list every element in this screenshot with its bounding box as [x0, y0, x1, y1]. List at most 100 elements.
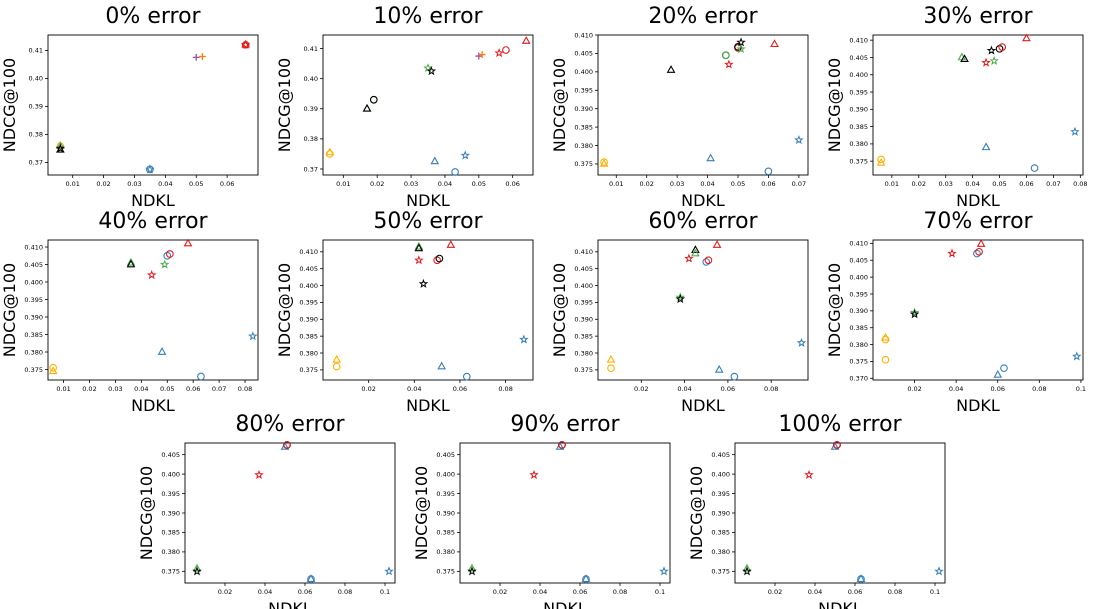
scatter-panel: 0% error 0.01 0.02 0.03 0.04 0.05 0.06 0.37 0.38…: [0, 4, 259, 210]
axes-frame: [872, 34, 1084, 176]
axes-frame: [322, 34, 534, 176]
y-tick-label: 0.370: [849, 375, 868, 383]
data-point-circle: [49, 363, 58, 372]
x-tick-label: 0.01: [56, 385, 70, 393]
y-tick-label: 0.405: [849, 54, 868, 62]
panel-title: 90% error: [510, 412, 620, 437]
y-tick-label: 0.380: [436, 548, 455, 556]
x-tick-label: 0.04: [965, 180, 979, 188]
y-tick-label: 0.390: [299, 316, 318, 324]
y-tick-label: 0.400: [574, 282, 593, 290]
data-point-star: [519, 334, 529, 344]
data-point-triangle: [706, 153, 715, 162]
x-tick-label: 0.05: [472, 180, 486, 188]
data-point-star: [146, 269, 157, 280]
data-point-star: [947, 248, 957, 258]
x-axis-label: NDKL: [131, 396, 175, 415]
data-point-circle: [764, 167, 773, 176]
scatter-panel: 30% error 0.01 0.02 0.03 0.04 0.05 0.06 0.07 0.0…: [825, 4, 1088, 210]
x-tick-label: 0.02: [96, 180, 110, 188]
x-tick-label: 0.1: [930, 588, 940, 596]
data-point-circle: [369, 95, 378, 104]
y-tick-label: 0.410: [574, 31, 593, 39]
x-tick-label: 0.08: [764, 385, 778, 393]
x-tick-label: 0.04: [407, 385, 421, 393]
y-tick-label: 0.380: [574, 142, 593, 150]
y-tick-label: 0.390: [161, 509, 180, 517]
scatter-panel: 10% error 0.01 0.02 0.03 0.04 0.05 0.06 0.37 0.3…: [275, 4, 534, 210]
y-tick-label: 0.39: [29, 103, 43, 111]
data-point-circle: [451, 168, 459, 176]
y-tick-label: 0.410: [849, 240, 868, 248]
x-tick-label: 0.05: [160, 385, 174, 393]
data-point-circle: [877, 155, 885, 164]
x-tick-label: 0.06: [298, 588, 312, 596]
y-tick-label: 0.38: [29, 131, 43, 139]
data-point-circle: [197, 372, 205, 381]
y-tick-label: 0.405: [161, 451, 180, 459]
y-tick-label: 0.380: [849, 140, 868, 148]
y-tick-label: 0.405: [849, 257, 868, 265]
y-tick-label: 0.390: [574, 316, 593, 324]
x-tick-label: 0.02: [634, 385, 648, 393]
y-axis-label: NDCG@100: [550, 58, 569, 152]
data-point-circle: [1030, 164, 1039, 172]
y-tick-label: 0.385: [574, 123, 593, 131]
axes-frame: [47, 34, 259, 176]
y-tick-label: 0.410: [24, 243, 43, 251]
data-point-circle: [332, 362, 341, 371]
y-tick-label: 0.385: [24, 331, 43, 339]
data-point-star: [724, 59, 734, 69]
data-point-triangle: [830, 441, 840, 450]
x-tick-label: 0.04: [134, 385, 148, 393]
data-point-star: [159, 259, 170, 269]
y-tick-label: 0.380: [24, 348, 43, 356]
x-tick-label: 0.08: [498, 385, 512, 393]
data-point-triangle: [306, 574, 316, 582]
data-point-star: [414, 255, 424, 265]
y-axis-label: NDCG@100: [687, 466, 706, 560]
data-point-plus: [475, 52, 483, 60]
x-tick-label: 0.06: [186, 385, 200, 393]
data-point-circle: [833, 441, 841, 449]
x-tick-label: 0.01: [885, 180, 899, 188]
y-tick-label: 0.395: [574, 299, 593, 307]
x-tick-label: 0.03: [127, 180, 141, 188]
y-axis-label: NDCG@100: [137, 466, 156, 560]
x-tick-label: 0.01: [65, 180, 79, 188]
x-tick-label: 0.02: [370, 180, 384, 188]
y-tick-label: 0.385: [574, 332, 593, 340]
data-point-triangle: [467, 563, 477, 572]
y-tick-label: 0.40: [304, 75, 318, 83]
data-point-circle: [973, 249, 981, 258]
y-axis-label: NDCG@100: [825, 58, 844, 152]
y-tick-label: 0.400: [849, 71, 868, 79]
x-axis-label: NDKL: [818, 599, 862, 609]
scatter-panel: 20% error 0.01 0.02 0.03 0.04 0.05 0.06 0.07 0.3…: [550, 4, 809, 210]
x-tick-label: 0.04: [438, 180, 452, 188]
y-tick-label: 0.380: [711, 548, 730, 556]
data-point-star: [1070, 126, 1080, 136]
data-point-star: [192, 566, 202, 576]
x-tick-label: 0.06: [1019, 180, 1033, 188]
y-tick-label: 0.380: [299, 349, 318, 357]
y-tick-label: 0.380: [849, 341, 868, 349]
x-tick-label: 0.06: [220, 180, 234, 188]
x-tick-label: 0.01: [609, 180, 623, 188]
panel-title: 10% error: [373, 4, 483, 29]
data-point-plus: [478, 51, 486, 58]
data-point-triangle: [666, 65, 676, 73]
y-tick-label: 0.405: [299, 265, 318, 273]
panel-title: 50% error: [373, 209, 483, 234]
data-point-circle: [433, 256, 441, 265]
x-tick-label: 0.1: [1076, 385, 1086, 393]
data-point-star: [794, 134, 804, 145]
scatter-panel: 50% error 0.02 0.04 0.06 0.08 0.375 0.380 0.385…: [275, 209, 534, 415]
x-tick-label: 0.08: [238, 385, 252, 393]
data-point-triangle: [192, 563, 202, 572]
data-point-star: [909, 309, 920, 319]
y-tick-label: 0.410: [849, 36, 868, 44]
y-axis-label: NDCG@100: [550, 263, 569, 357]
data-point-star: [804, 469, 814, 479]
y-tick-label: 0.405: [574, 265, 593, 273]
